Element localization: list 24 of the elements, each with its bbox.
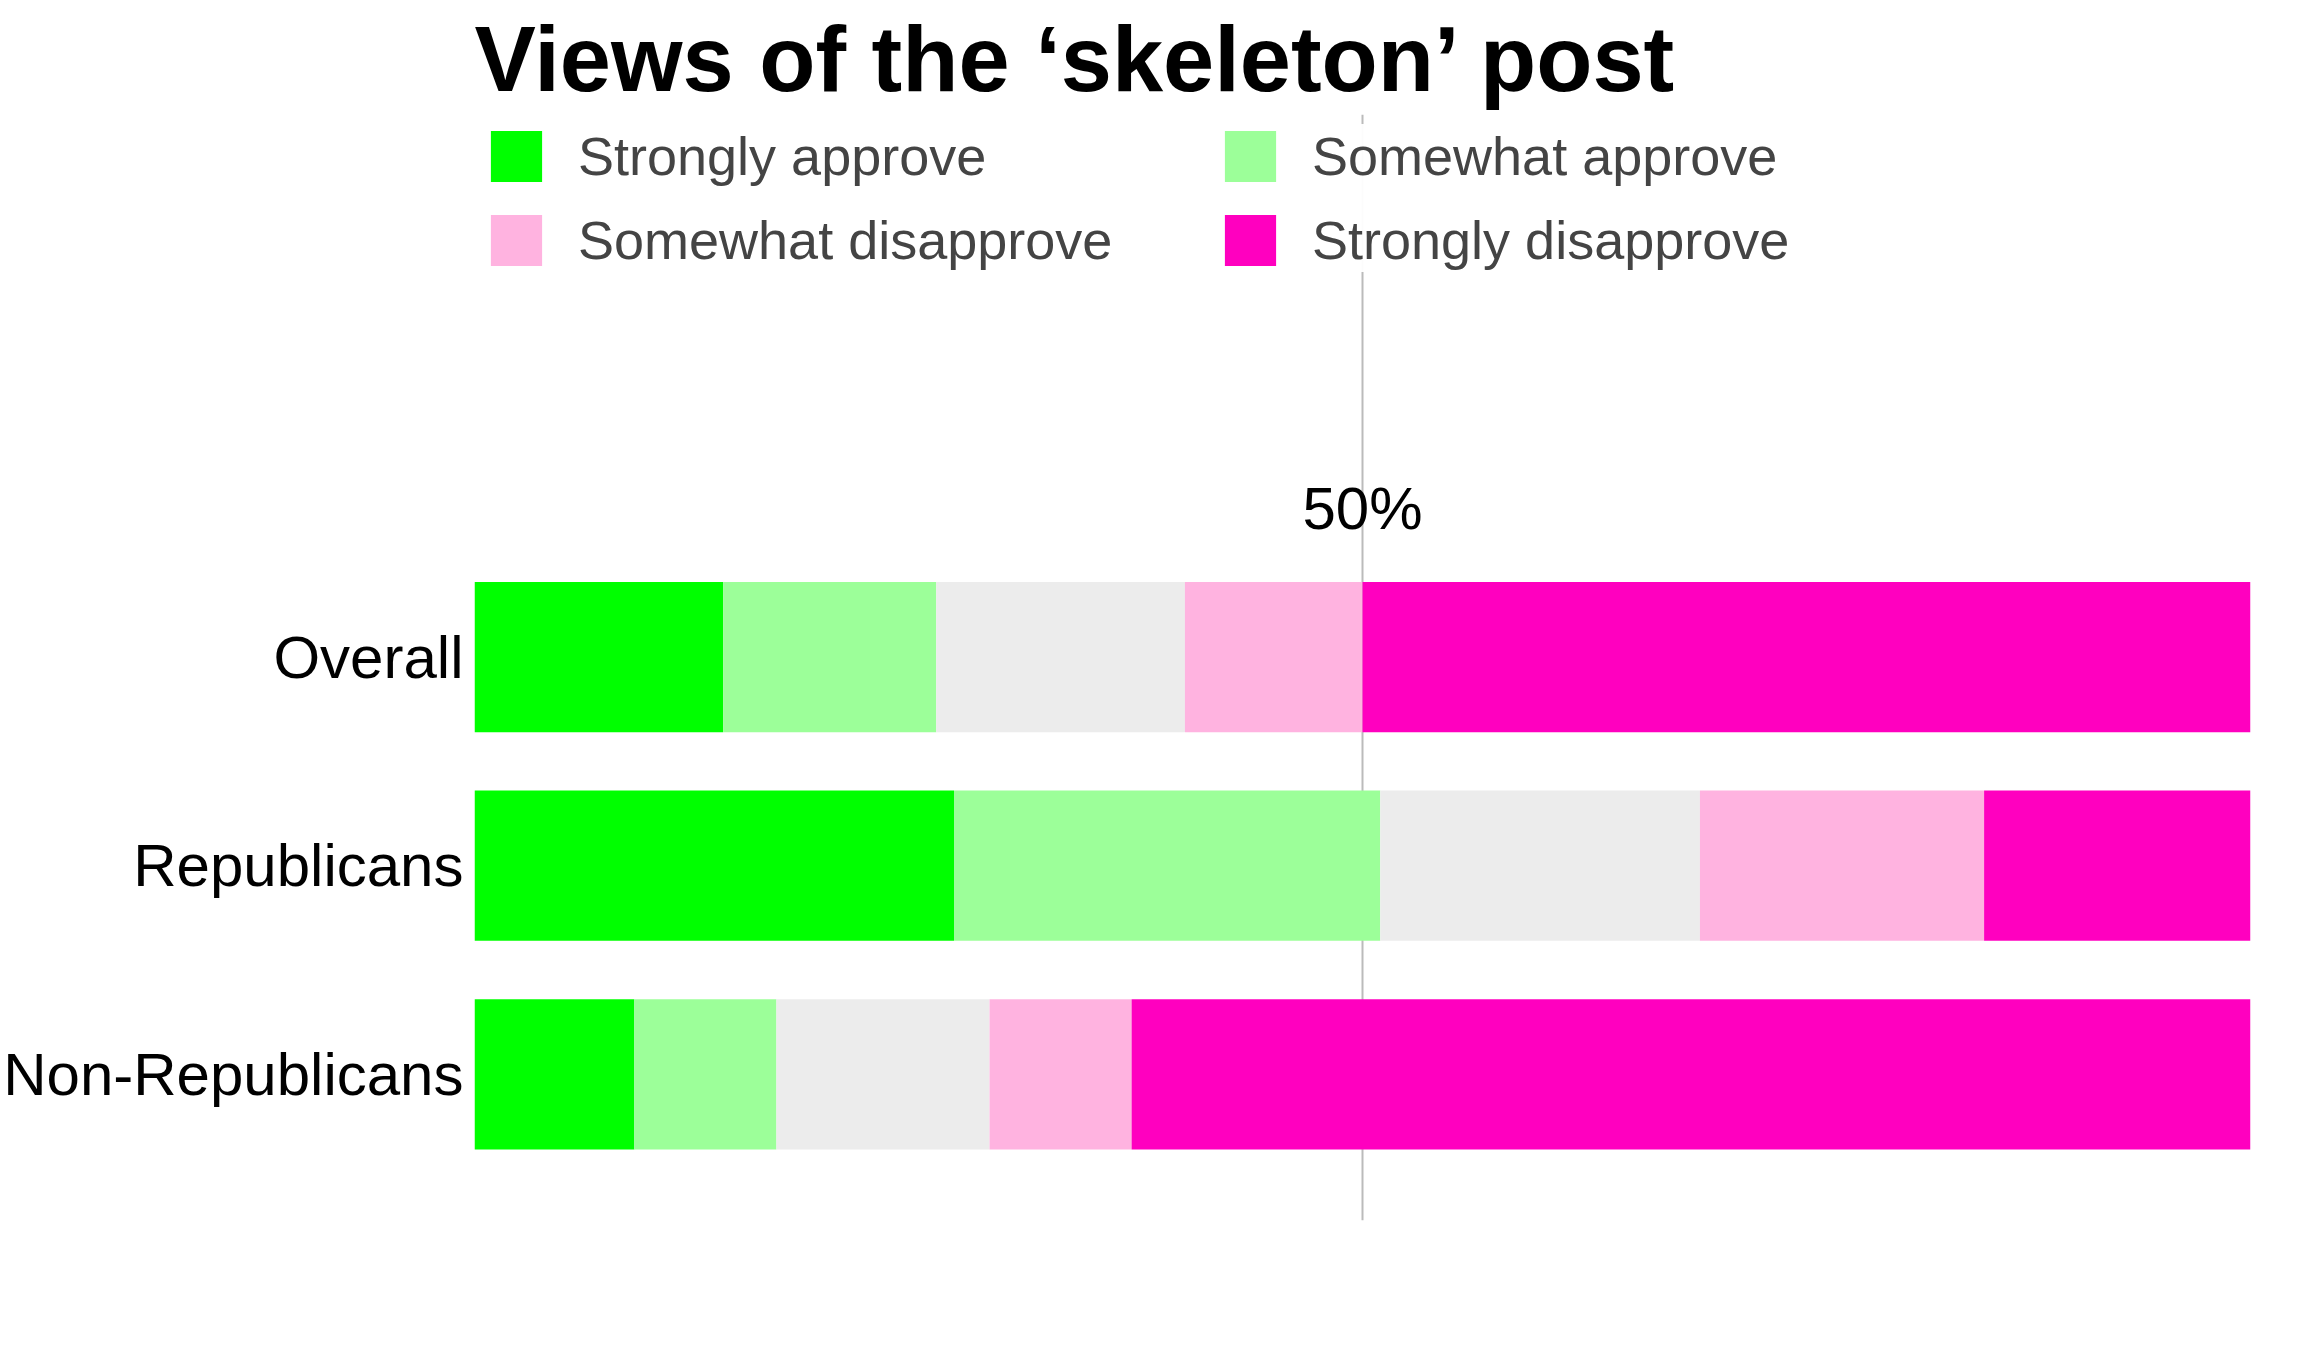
- bar: [776, 999, 990, 1150]
- bar: [1362, 581, 2251, 733]
- legend-label: Strongly approve: [578, 125, 988, 187]
- y-tick-label: Overall: [273, 623, 464, 691]
- bar: [954, 790, 1381, 941]
- bar: [1984, 790, 2251, 941]
- bar: [634, 999, 777, 1150]
- bar: [1380, 790, 1700, 941]
- y-tick-label: Republicans: [133, 832, 464, 900]
- bar: [1699, 790, 1985, 941]
- chart-title: Views of the ‘skeleton’ post: [474, 7, 1675, 110]
- legend-label: Strongly disapprove: [1312, 209, 1791, 271]
- bar: [936, 581, 1185, 733]
- y-tick-label: Non-Republicans: [3, 1040, 464, 1108]
- legend-label: Somewhat disapprove: [578, 209, 1114, 271]
- bar: [989, 999, 1132, 1150]
- bar: [1184, 581, 1363, 733]
- legend-label: Somewhat approve: [1312, 125, 1779, 187]
- bar: [474, 999, 635, 1150]
- ref-line-label: 50%: [1302, 475, 1423, 543]
- bar: [1131, 999, 2251, 1150]
- bar: [723, 581, 937, 733]
- bar: [474, 790, 955, 941]
- bar: [474, 581, 724, 733]
